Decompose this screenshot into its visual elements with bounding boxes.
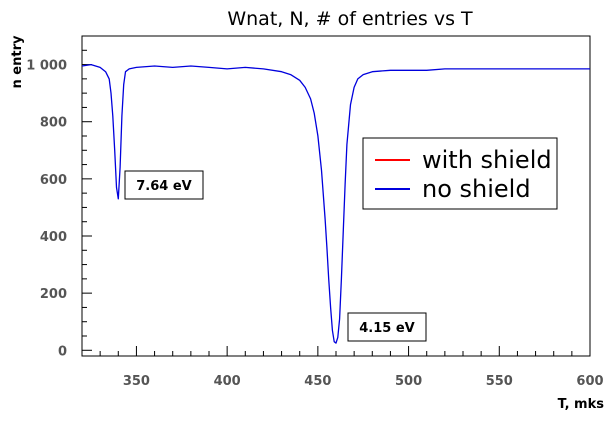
annotation-box xyxy=(347,312,427,342)
ticks-layer: 350 400 450 500 550 600 0 200 400 600 800 1 000 xyxy=(26,35,604,389)
annotation-4-15: 4.15 eV xyxy=(347,312,427,342)
annotation-7-64: 7.64 eV xyxy=(124,170,204,200)
chart-title: Wnat, N, # of entries vs T xyxy=(227,8,473,30)
annotation-text: 7.64 eV xyxy=(136,179,191,194)
y-tick-label: 800 xyxy=(40,116,67,131)
x-axis-label: T, mks xyxy=(558,397,605,412)
y-tick-label: 600 xyxy=(40,173,67,188)
annotation-box xyxy=(124,170,204,200)
series-layer xyxy=(81,63,590,344)
legend: with shield no shield xyxy=(362,137,558,210)
y-tick-label: 1 000 xyxy=(26,59,67,74)
x-tick-label: 350 xyxy=(123,374,150,389)
x-tick-label: 450 xyxy=(304,374,331,389)
x-tick-label: 600 xyxy=(576,374,603,389)
y-tick-label: 200 xyxy=(40,287,67,302)
x-tick-label: 500 xyxy=(395,374,422,389)
legend-label-with-shield: with shield xyxy=(422,146,552,174)
legend-label-no-shield: no shield xyxy=(422,175,531,203)
x-tick-label: 550 xyxy=(486,374,513,389)
series-line-no-shield xyxy=(81,63,590,344)
y-tick-label: 0 xyxy=(58,344,67,359)
y-axis-label: n entry xyxy=(10,35,25,88)
legend-box xyxy=(362,137,558,210)
y-tick-label: 400 xyxy=(40,230,67,245)
x-tick-label: 400 xyxy=(214,374,241,389)
annotation-text: 4.15 eV xyxy=(359,321,414,336)
